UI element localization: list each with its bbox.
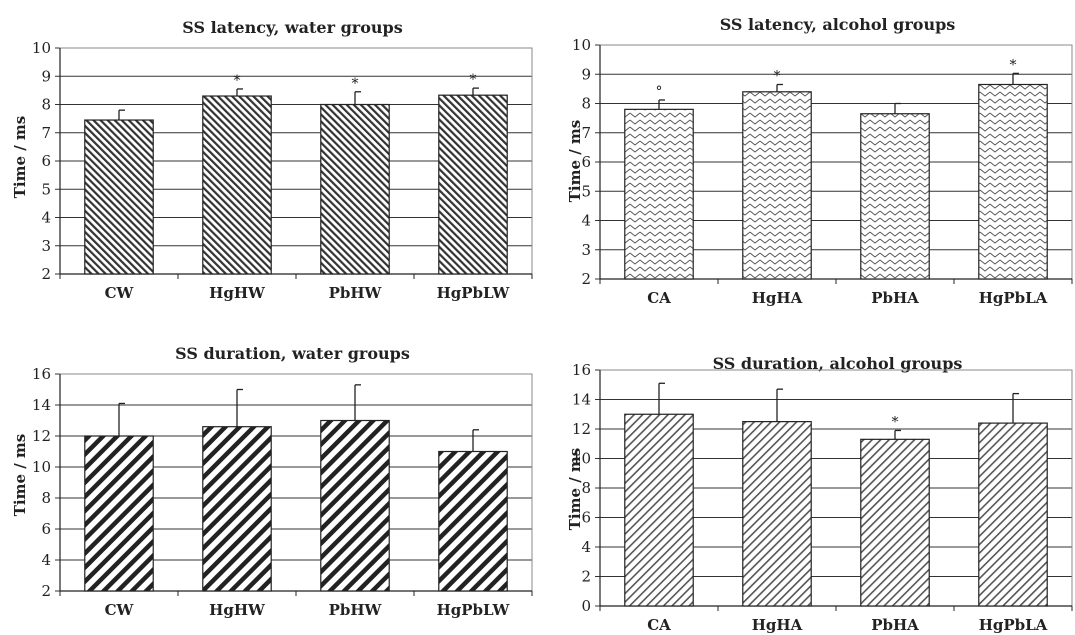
bar-chart: 2 4 6 8 10 12 14 16 CW HgHW PbHW HgPbLW	[32, 365, 533, 619]
y-tick-label: 2	[581, 568, 591, 586]
chart-title: SS latency, water groups	[182, 18, 403, 37]
x-tick-label: HgPbLA	[979, 289, 1048, 307]
y-tick-label: 4	[41, 209, 51, 227]
significance-marker: *	[774, 68, 781, 84]
y-tick-label: 12	[32, 427, 51, 445]
y-tick-label: 8	[41, 489, 51, 507]
significance-marker: *	[1010, 57, 1017, 73]
x-tick-label: HgHW	[209, 284, 266, 302]
x-tick-label: PbHW	[329, 601, 383, 619]
y-tick-label: 8	[581, 95, 591, 113]
x-tick-label: CW	[105, 601, 135, 619]
bar	[84, 435, 154, 592]
x-tick-label: HgHA	[752, 616, 803, 634]
y-tick-label: 2	[41, 582, 51, 600]
bar-chart: 0 2 4 6 8 10 12 14 16 CA HgHA * PbHA HgPbLA	[572, 361, 1073, 634]
significance-marker: °	[656, 84, 663, 100]
y-tick-label: 10	[572, 450, 591, 468]
y-tick-label: 8	[41, 96, 51, 114]
bar	[624, 413, 694, 607]
y-tick-label: 6	[581, 153, 591, 171]
y-tick-label: 5	[41, 180, 51, 198]
y-tick-label: 2	[581, 270, 591, 288]
y-tick-label: 6	[581, 509, 591, 527]
bar	[860, 438, 930, 607]
y-tick-label: 6	[41, 520, 51, 538]
y-tick-label: 12	[572, 420, 591, 438]
bar	[438, 94, 508, 275]
x-tick-label: HgPbLW	[437, 601, 511, 619]
x-tick-label: HgHW	[209, 601, 266, 619]
y-tick-label: 2	[41, 265, 51, 283]
y-tick-label: 8	[581, 479, 591, 497]
x-tick-label: HgPbLA	[979, 616, 1048, 634]
y-tick-label: 14	[572, 391, 591, 409]
chart-title: SS duration, water groups	[175, 344, 410, 363]
y-tick-label: 4	[581, 212, 591, 230]
y-tick-label: 10	[572, 36, 591, 54]
x-tick-label: HgHA	[752, 289, 803, 307]
x-tick-label: PbHA	[871, 616, 919, 634]
x-tick-label: CW	[105, 284, 135, 302]
bar	[742, 91, 812, 280]
bar	[978, 422, 1048, 607]
y-tick-label: 10	[32, 458, 51, 476]
bar	[202, 95, 272, 275]
bar-chart: 2 3 4 5 6 7 8 9 10 CW * HgHW * PbHW * HgPbLW	[32, 39, 533, 302]
bar	[624, 108, 694, 280]
bar	[438, 450, 508, 592]
x-tick-label: CA	[647, 616, 671, 634]
bar	[860, 113, 930, 280]
bar-chart: 2 3 4 5 6 7 8 9 10 ° CA * HgHA PbHA * HgPbLA	[572, 36, 1073, 307]
bar	[84, 119, 154, 275]
x-tick-label: CA	[647, 289, 671, 307]
x-tick-label: PbHA	[871, 289, 919, 307]
y-tick-label: 16	[572, 361, 591, 379]
y-tick-label: 10	[32, 39, 51, 57]
bar	[320, 419, 390, 592]
y-tick-label: 7	[581, 124, 591, 142]
y-tick-label: 6	[41, 152, 51, 170]
significance-marker: *	[352, 76, 359, 92]
bar	[202, 426, 272, 592]
x-tick-label: HgPbLW	[437, 284, 511, 302]
y-tick-label: 4	[41, 551, 51, 569]
significance-marker: *	[470, 72, 477, 88]
x-tick-label: PbHW	[329, 284, 383, 302]
bar	[742, 421, 812, 607]
bar	[320, 103, 390, 275]
significance-marker: *	[234, 73, 241, 89]
y-tick-label: 0	[581, 597, 591, 615]
y-tick-label: 14	[32, 396, 51, 414]
y-tick-label: 9	[581, 65, 591, 83]
y-tick-label: 4	[581, 538, 591, 556]
chart-title: SS duration, alcohol groups	[712, 354, 963, 373]
significance-marker: *	[892, 414, 899, 430]
y-tick-label: 7	[41, 124, 51, 142]
y-tick-label: 5	[581, 182, 591, 200]
y-tick-label: 3	[41, 237, 51, 255]
y-tick-label: 16	[32, 365, 51, 383]
y-tick-label: 9	[41, 67, 51, 85]
chart-title: SS latency, alcohol groups	[719, 15, 956, 34]
bar	[978, 83, 1048, 280]
y-tick-label: 3	[581, 241, 591, 259]
